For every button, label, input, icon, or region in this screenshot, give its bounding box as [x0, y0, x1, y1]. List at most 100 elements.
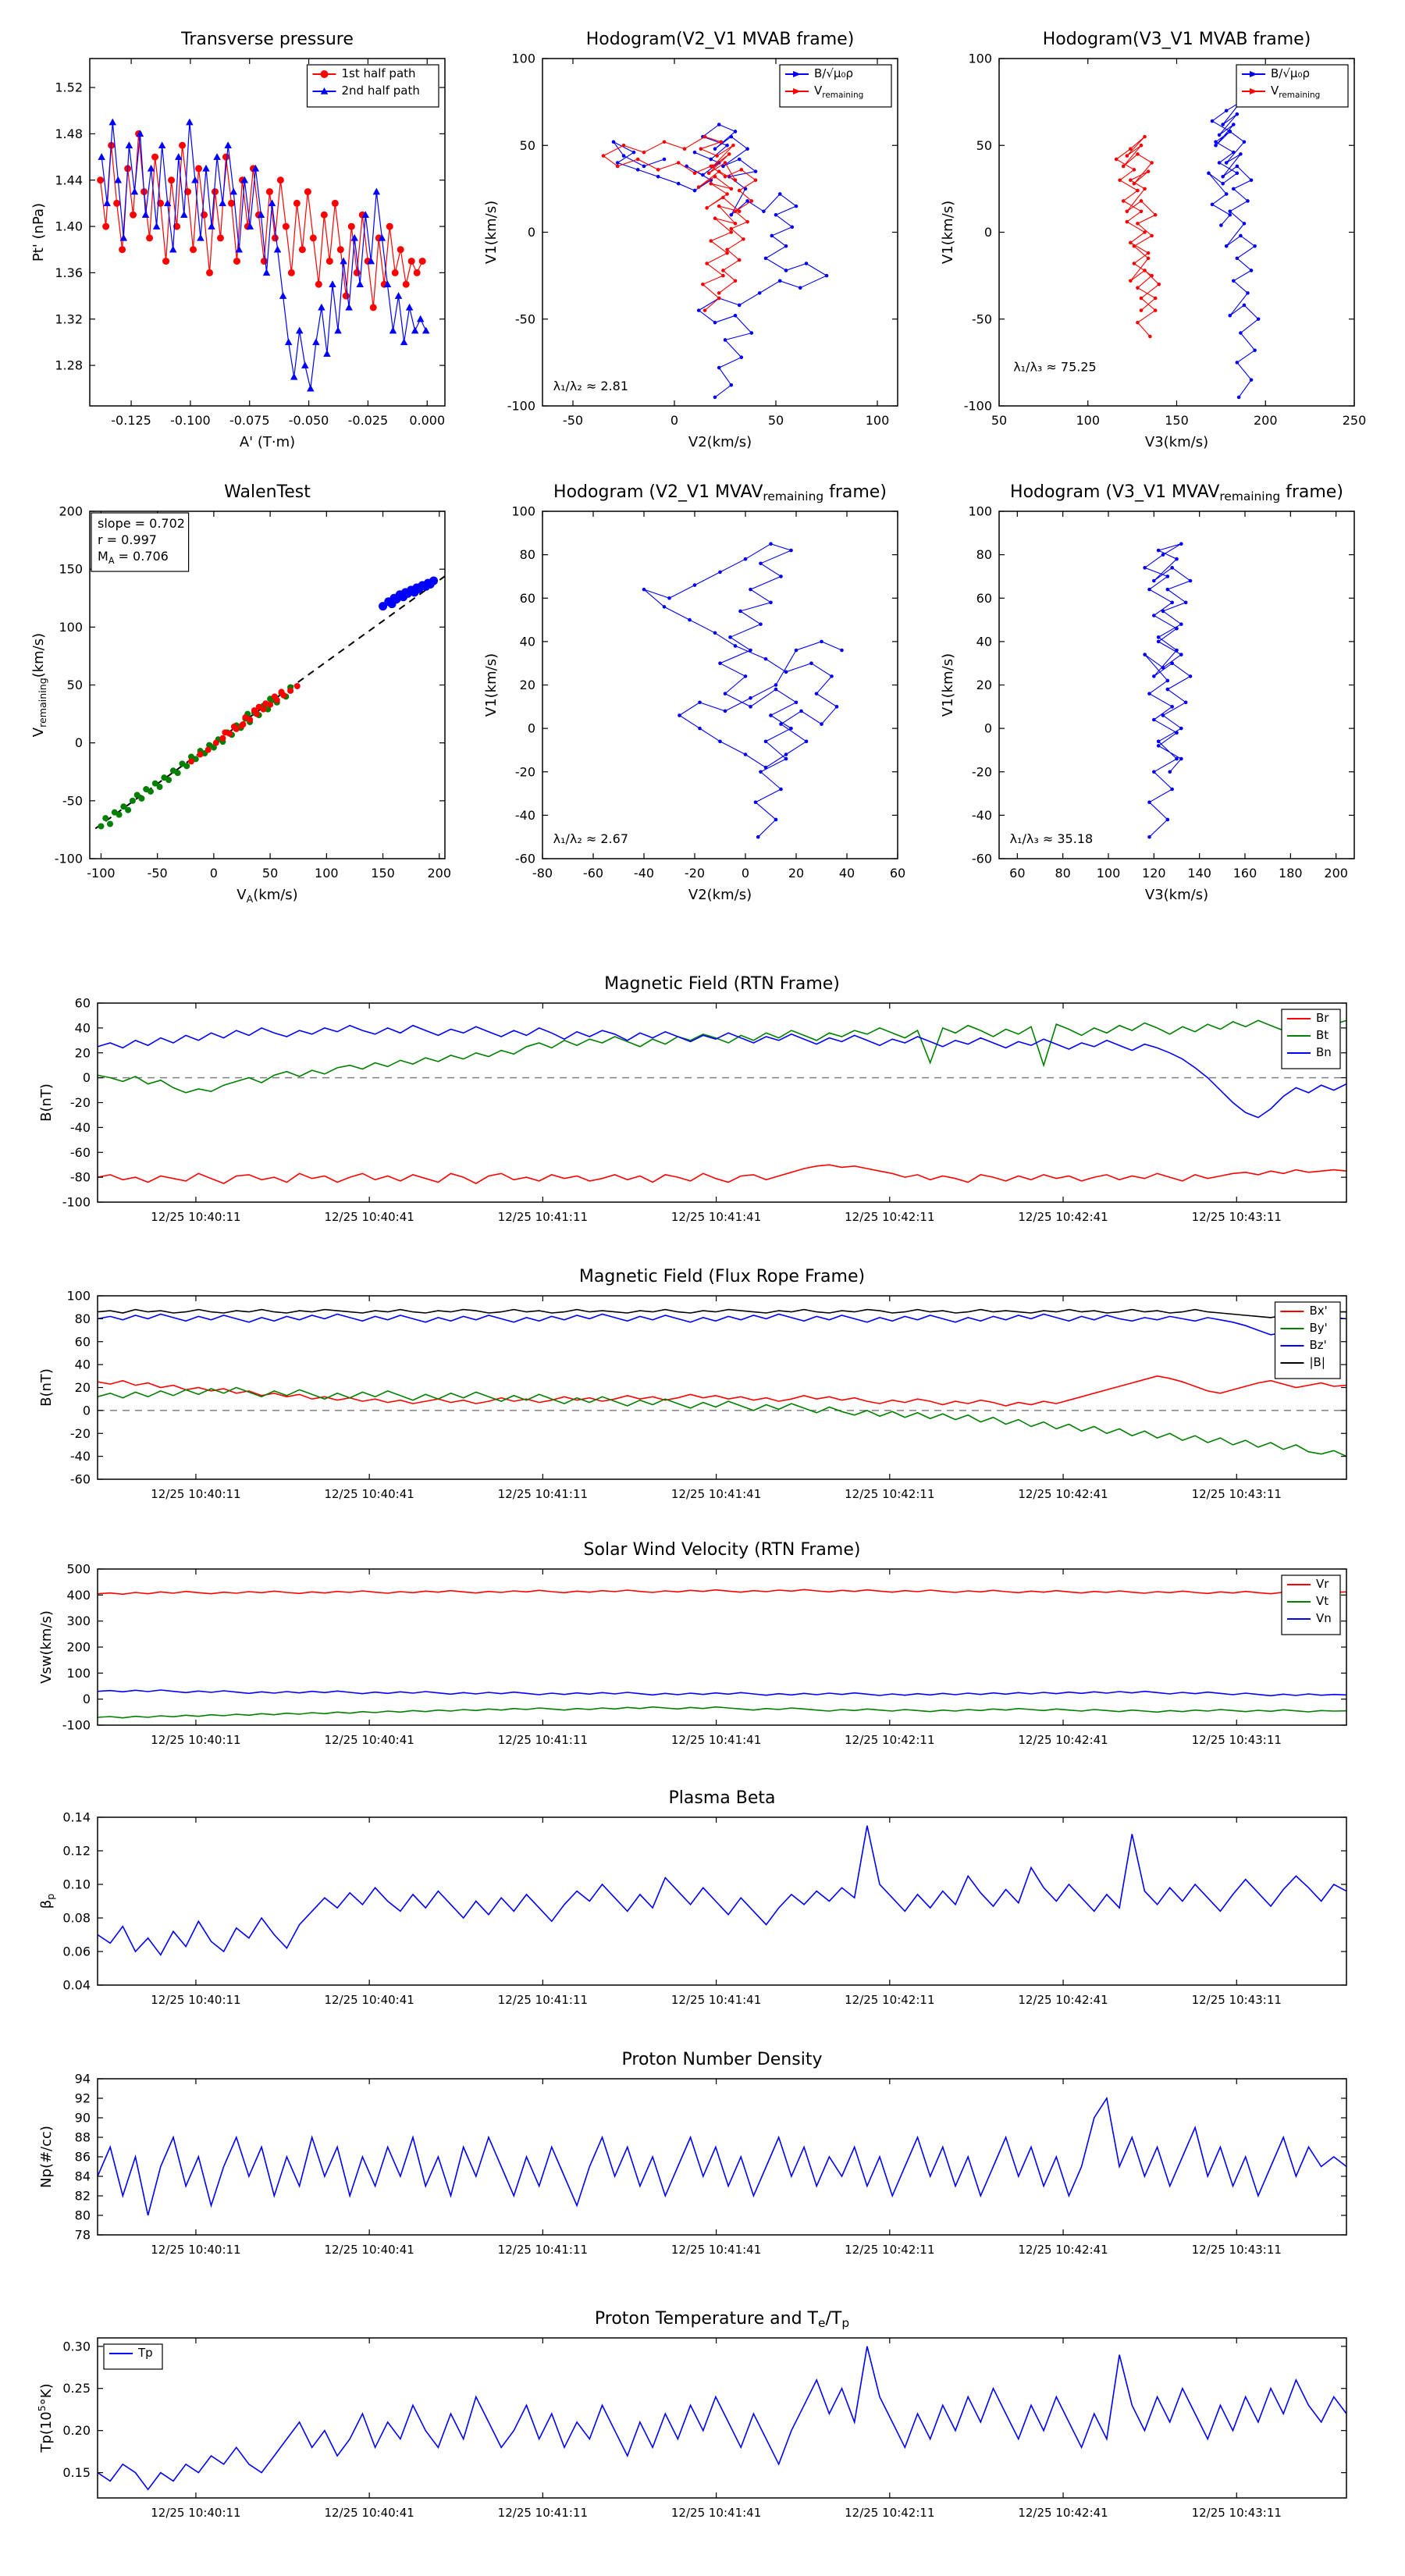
x-tick-label: 80	[1055, 866, 1070, 881]
stats-line: r = 0.997	[98, 532, 157, 547]
y-axis-label: Pt' (nPa)	[30, 203, 47, 262]
annotation: λ₁/λ₃ ≈ 35.18	[1010, 831, 1094, 846]
chart-title: Hodogram (V2_V1 MVAVremaining​ frame)	[553, 482, 887, 503]
y-tick-label: 1.40	[55, 219, 83, 234]
x-tick-label: 12/25 10:43:11	[1192, 1993, 1282, 2007]
x-tick-label: 12/25 10:41:11	[498, 1993, 588, 2007]
y-tick-label: 80	[520, 547, 535, 562]
chart-svg-proton-density: 12/25 10:40:11 12/25 10:40:41 12/25 10:41:…	[38, 2050, 1347, 2257]
y-axis-label: Np(#/cc)	[38, 2126, 55, 2188]
x-tick-label: 12/25 10:43:11	[1192, 1487, 1282, 1501]
y-tick-label: 100	[511, 52, 535, 66]
y-axis-label: Tp(105​°K)	[36, 2383, 55, 2453]
y-tick-label: 88	[75, 2130, 91, 2145]
y-axis-label: B(nT)	[38, 1368, 55, 1407]
y-tick-label: 82	[75, 2189, 91, 2204]
legend-label: Bn	[1316, 1045, 1332, 1059]
x-tick-label: 150	[1165, 413, 1189, 428]
y-tick-label: 0	[83, 1403, 91, 1418]
y-tick-label: 0.30	[62, 2339, 91, 2354]
x-tick-label: 12/25 10:41:41	[671, 1993, 761, 2007]
y-tick-label: -50	[62, 793, 83, 808]
chart-title: Magnetic Field (Flux Rope Frame)	[579, 1267, 865, 1286]
chart-title: Hodogram (V3_V1 MVAVremaining​ frame)	[1010, 482, 1343, 503]
y-tick-label: 100	[968, 52, 992, 66]
y-tick-label: 100	[66, 1666, 91, 1681]
annotation: λ₁/λ₃ ≈ 75.25	[1013, 360, 1097, 375]
y-tick-label: 100	[968, 504, 992, 519]
y-tick-label: 300	[66, 1614, 91, 1628]
x-tick-label: -0.050	[289, 413, 329, 428]
y-tick-label: 100	[66, 1289, 91, 1304]
chart-svg-hodogram-v3v1-mvav: 60 80 100 120 140 160 180 200 -60 -40 -20 0 20 40 60 80…	[940, 482, 1355, 903]
series-B	[1207, 100, 1261, 400]
series-V_remaining	[601, 134, 758, 312]
y-tick-label: 60	[75, 996, 91, 1011]
chart-mag-rtn: 12/25 10:40:11 12/25 10:40:41 12/25 10:41:…	[23, 956, 1382, 1237]
chart-title: Hodogram(V2_V1 MVAB frame)	[586, 30, 855, 49]
chart-proton-density: 12/25 10:40:11 12/25 10:40:41 12/25 10:41:…	[23, 2032, 1382, 2270]
chart-svg-mag-fluxrope: 12/25 10:40:11 12/25 10:40:41 12/25 10:41:…	[38, 1267, 1347, 1501]
legend-label: B/√μ₀ρ	[814, 66, 853, 80]
y-tick-label: -20	[70, 1095, 91, 1110]
y-tick-label: 50	[67, 678, 83, 692]
y-tick-label: 60	[75, 1334, 91, 1349]
y-tick-label: -60	[70, 1472, 91, 1487]
x-tick-label: 0	[670, 413, 678, 428]
y-tick-label: -60	[515, 852, 535, 866]
series-Bz'	[98, 1313, 1346, 1336]
axes-frame	[998, 58, 1355, 407]
x-tick-label: 200	[1254, 413, 1278, 428]
legend-label: Bz'	[1310, 1338, 1327, 1352]
x-tick-label: -50	[563, 413, 583, 428]
x-tick-label: 12/25 10:42:41	[1018, 1487, 1108, 1501]
y-tick-label: 0	[83, 1692, 91, 1706]
x-axis-label: V3(km/s)	[1145, 887, 1208, 903]
x-tick-label: 12/25 10:40:41	[324, 1210, 414, 1224]
y-tick-label: -40	[70, 1120, 91, 1135]
y-tick-label: 20	[520, 678, 535, 692]
y-tick-label: -100	[62, 1195, 91, 1210]
x-tick-label: 160	[1233, 866, 1257, 881]
y-tick-label: -60	[70, 1145, 91, 1160]
legend: 1st half path 2nd half path	[306, 64, 439, 108]
y-tick-label: 50	[520, 138, 535, 153]
x-tick-label: 50	[262, 866, 278, 881]
chart-proton-temp: 12/25 10:40:11 12/25 10:40:41 12/25 10:41:…	[23, 2291, 1382, 2533]
x-tick-label: 150	[371, 866, 395, 881]
chart-walen-test: -100 -50 0 50 100 150 200 -100 -50 0 50 100 150 200 Wa…	[16, 468, 461, 913]
x-tick-label: 12/25 10:40:11	[151, 2243, 240, 2257]
y-tick-label: -60	[972, 852, 992, 866]
x-tick-label: 12/25 10:42:41	[1018, 2506, 1108, 2520]
y-tick-label: -100	[507, 399, 535, 414]
x-tick-label: 12/25 10:41:41	[671, 1733, 761, 1747]
y-tick-label: 20	[75, 1380, 91, 1395]
y-axis-label: V1(km/s)	[483, 201, 500, 264]
y-tick-label: -20	[70, 1426, 91, 1441]
axes-frame	[542, 511, 898, 859]
legend: Bx' By' Bz' |B|	[1274, 1301, 1341, 1379]
y-tick-label: 1.52	[55, 80, 83, 95]
y-tick-label: 40	[976, 634, 992, 649]
y-tick-label: 40	[520, 634, 535, 649]
y-tick-label: 86	[75, 2150, 91, 2165]
x-tick-label: 100	[1076, 413, 1100, 428]
series-Vr	[98, 1589, 1346, 1596]
annotation: λ₁/λ₂ ≈ 2.81	[553, 379, 628, 393]
x-tick-label: -50	[148, 866, 168, 881]
y-tick-label: -80	[70, 1170, 91, 1185]
x-tick-label: -0.125	[111, 413, 151, 428]
y-tick-label: -40	[972, 808, 992, 823]
x-tick-label: -40	[634, 866, 654, 881]
x-tick-label: 180	[1279, 866, 1303, 881]
y-tick-label: 0	[984, 225, 992, 240]
y-tick-label: 0.06	[62, 1944, 91, 1959]
y-axis-label: V1(km/s)	[483, 653, 500, 717]
y-tick-label: 0	[528, 721, 535, 736]
x-tick-label: 12/25 10:40:41	[324, 2506, 414, 2520]
x-tick-label: 12/25 10:43:11	[1192, 2243, 1282, 2257]
chart-title: Plasma Beta	[669, 1788, 776, 1808]
y-tick-label: 60	[976, 591, 992, 606]
y-tick-label: 90	[75, 2111, 91, 2126]
x-tick-label: 12/25 10:42:41	[1018, 1733, 1108, 1747]
